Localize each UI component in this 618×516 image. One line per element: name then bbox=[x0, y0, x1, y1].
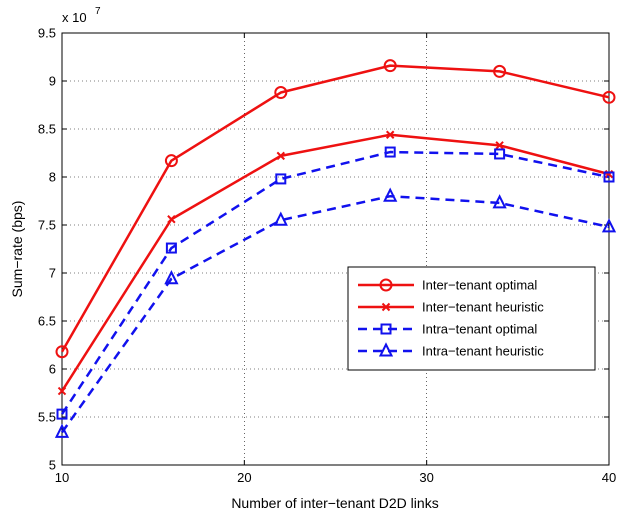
legend-item-3: Intra−tenant optimal bbox=[358, 322, 537, 337]
legend-label: Inter−tenant optimal bbox=[422, 278, 537, 293]
data-point bbox=[54, 423, 70, 438]
y-tick-label: 5.5 bbox=[38, 410, 56, 425]
plot-area-frame bbox=[61, 32, 610, 466]
data-point bbox=[601, 218, 617, 233]
data-point bbox=[167, 215, 176, 224]
legend-swatch-marker bbox=[381, 302, 391, 312]
data-point bbox=[494, 148, 506, 160]
data-point bbox=[164, 270, 179, 285]
legend-item-2: Inter−tenant heuristic bbox=[358, 300, 544, 315]
data-point bbox=[383, 59, 397, 73]
series-line bbox=[60, 194, 610, 434]
data-point bbox=[165, 242, 177, 254]
x-axis-label: Number of inter−tenant D2D links bbox=[231, 495, 438, 511]
legend-swatch-marker bbox=[378, 342, 394, 357]
y-tick-label: 7.5 bbox=[38, 218, 56, 233]
y-tick-label: 7 bbox=[49, 266, 56, 281]
x-tick-label: 40 bbox=[602, 470, 616, 485]
data-point bbox=[164, 154, 178, 168]
legend-label: Intra−tenant optimal bbox=[422, 322, 537, 337]
series-2 bbox=[57, 130, 614, 396]
series-line bbox=[60, 150, 610, 415]
series-line bbox=[60, 64, 610, 353]
data-point bbox=[384, 146, 396, 158]
series-line bbox=[60, 133, 610, 392]
y-tick-label: 6 bbox=[49, 362, 56, 377]
legend-item-1: Inter−tenant optimal bbox=[358, 278, 537, 293]
y-axis-label: Sum−rate (bps) bbox=[9, 201, 25, 298]
y-tick-label: 6.5 bbox=[38, 314, 56, 329]
x-tick-label: 10 bbox=[55, 470, 69, 485]
y-tick-label: 8 bbox=[49, 170, 56, 185]
data-point bbox=[275, 173, 287, 185]
legend-label: Intra−tenant heuristic bbox=[422, 344, 544, 359]
data-point bbox=[274, 86, 288, 100]
data-point bbox=[383, 187, 398, 202]
y-tick-label: 8.5 bbox=[38, 122, 56, 137]
data-point bbox=[57, 386, 67, 396]
data-point bbox=[493, 64, 507, 78]
data-point bbox=[276, 151, 286, 161]
data-point bbox=[495, 141, 504, 150]
data-point bbox=[385, 130, 395, 139]
legend-item-4: Intra−tenant heuristic bbox=[358, 342, 544, 359]
series-3 bbox=[56, 146, 615, 420]
legend-swatch-marker bbox=[380, 323, 392, 335]
data-point bbox=[492, 194, 507, 209]
y-tick-label: 5 bbox=[49, 458, 56, 473]
series-1 bbox=[55, 59, 616, 359]
x-tick-label: 20 bbox=[237, 470, 251, 485]
data-point bbox=[603, 171, 615, 183]
data-point bbox=[56, 408, 68, 420]
legend-label: Inter−tenant heuristic bbox=[422, 300, 544, 315]
x-tick-label: 30 bbox=[419, 470, 433, 485]
y-scale-exponent: 7 bbox=[95, 6, 101, 17]
legend-swatch-marker bbox=[379, 278, 393, 292]
axis-ticks: 10 20 30 40 5 5.5 6 6.5 7 7.5 8 8.5 9 9.5 bbox=[38, 26, 616, 486]
series-4 bbox=[54, 187, 617, 438]
data-point bbox=[602, 90, 616, 104]
y-tick-label: 9.5 bbox=[38, 26, 56, 41]
legend: Inter−tenant optimal Inter−tenant heurist… bbox=[347, 266, 596, 371]
y-tick-label: 9 bbox=[49, 74, 56, 89]
y-scale-label: x 10 bbox=[62, 10, 87, 25]
data-point bbox=[55, 345, 69, 359]
data-point bbox=[273, 211, 288, 226]
grid bbox=[62, 33, 609, 465]
series-group bbox=[54, 59, 617, 438]
